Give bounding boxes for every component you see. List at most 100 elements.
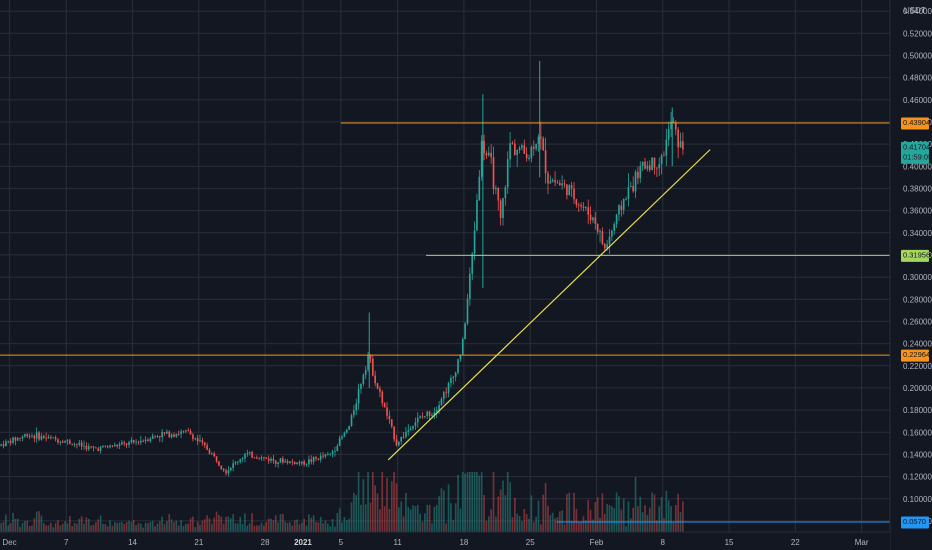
candle-body bbox=[177, 433, 180, 435]
candle-body bbox=[76, 444, 78, 445]
volume-bar bbox=[173, 521, 175, 532]
volume-badge-text: 0.0570 bbox=[903, 517, 926, 526]
price-tick-label: 0.50000 bbox=[903, 51, 932, 60]
volume-bar bbox=[263, 525, 265, 532]
horizontal-levels[interactable] bbox=[0, 122, 890, 356]
quote-currency-label: USDT bbox=[904, 6, 926, 15]
volume-bar bbox=[589, 509, 592, 532]
current-price-badge-bg bbox=[901, 141, 929, 164]
volume-bar bbox=[203, 519, 206, 532]
volume-bar bbox=[639, 496, 642, 532]
candle-body bbox=[208, 449, 211, 454]
time-tick-label: 5 bbox=[339, 538, 344, 547]
volume-bar bbox=[499, 489, 502, 532]
candle-body bbox=[260, 457, 263, 459]
volume-bar bbox=[386, 477, 388, 532]
price-tick-label: 0.22000 bbox=[903, 362, 932, 371]
volume-bar bbox=[457, 474, 459, 532]
volume-bar bbox=[154, 526, 156, 532]
candle-body bbox=[532, 146, 535, 149]
time-tick-label: 2021 bbox=[294, 538, 312, 547]
candle-body bbox=[286, 461, 289, 463]
volume-bar bbox=[76, 523, 78, 532]
candle-body bbox=[357, 388, 360, 404]
volume-bar bbox=[532, 522, 535, 532]
volume-bar bbox=[516, 513, 519, 532]
candle-body bbox=[125, 443, 128, 445]
volume-bar bbox=[324, 520, 327, 532]
candle-body bbox=[341, 436, 343, 439]
candle-body bbox=[175, 433, 178, 437]
candle-body bbox=[338, 438, 341, 446]
price-tick-label: 0.54000 bbox=[903, 7, 932, 16]
volume-bar bbox=[525, 514, 528, 532]
candle-body bbox=[537, 136, 540, 145]
volume-bar bbox=[265, 522, 268, 532]
volume-bar bbox=[535, 516, 537, 532]
candle-body bbox=[438, 405, 440, 410]
candle-body bbox=[471, 253, 474, 274]
volume-bar bbox=[677, 494, 679, 532]
volume-bar bbox=[362, 479, 365, 532]
candle-body bbox=[603, 244, 606, 249]
volume-bar bbox=[111, 525, 114, 532]
candle-body bbox=[398, 441, 400, 446]
volume-bar bbox=[293, 520, 296, 532]
candle-body bbox=[615, 214, 618, 225]
volume-bar bbox=[87, 518, 90, 532]
candle-body bbox=[225, 470, 227, 474]
price-tick-label: 0.24000 bbox=[903, 340, 932, 349]
candle-body bbox=[26, 434, 29, 437]
volume-bar bbox=[31, 525, 33, 532]
volume-bar bbox=[45, 525, 47, 532]
candle-body bbox=[99, 446, 102, 451]
volume-bar bbox=[670, 506, 672, 532]
candle-body bbox=[158, 435, 161, 438]
candle-body bbox=[653, 157, 656, 168]
volume-bar bbox=[492, 472, 495, 532]
candle-body bbox=[452, 376, 455, 379]
price-tick-label: 0.28000 bbox=[903, 295, 932, 304]
volume-bar bbox=[206, 515, 208, 532]
candle-body bbox=[445, 392, 448, 394]
volume-bar bbox=[334, 526, 336, 532]
volume-bar bbox=[369, 502, 372, 532]
candle-body bbox=[7, 441, 10, 442]
candle-body bbox=[144, 439, 147, 441]
volume-bar bbox=[279, 514, 282, 532]
volume-bar bbox=[414, 506, 417, 532]
candle-body bbox=[111, 445, 114, 447]
candle-body bbox=[267, 458, 270, 461]
price-axis-panel[interactable] bbox=[890, 0, 932, 550]
volume-bar bbox=[464, 473, 466, 532]
trendline[interactable] bbox=[387, 149, 711, 461]
candle-body bbox=[551, 180, 554, 182]
volume-bar bbox=[284, 521, 287, 532]
volume-bar bbox=[528, 518, 530, 532]
volume-bar bbox=[267, 518, 270, 532]
candle-body bbox=[303, 461, 305, 465]
volume-bar bbox=[220, 516, 223, 532]
volume-bar bbox=[132, 519, 135, 532]
volume-bar bbox=[14, 518, 17, 532]
candle-body bbox=[315, 456, 317, 459]
candle-body bbox=[239, 459, 242, 462]
time-axis-panel[interactable] bbox=[0, 532, 890, 550]
volume-bar bbox=[660, 497, 663, 532]
candle-body bbox=[457, 359, 459, 373]
candle-body bbox=[499, 200, 502, 218]
volume-bar bbox=[625, 526, 627, 532]
volume-bar bbox=[345, 520, 348, 532]
price-tick-label: 0.10000 bbox=[903, 495, 932, 504]
candle-body bbox=[362, 374, 365, 384]
candle-body bbox=[220, 465, 223, 469]
candle-body bbox=[518, 147, 521, 150]
volume-bar bbox=[35, 511, 38, 532]
volume-bar bbox=[166, 521, 168, 532]
candle-body bbox=[121, 442, 123, 445]
time-tick-label: Dec bbox=[2, 538, 16, 547]
volume-bar bbox=[608, 504, 611, 532]
